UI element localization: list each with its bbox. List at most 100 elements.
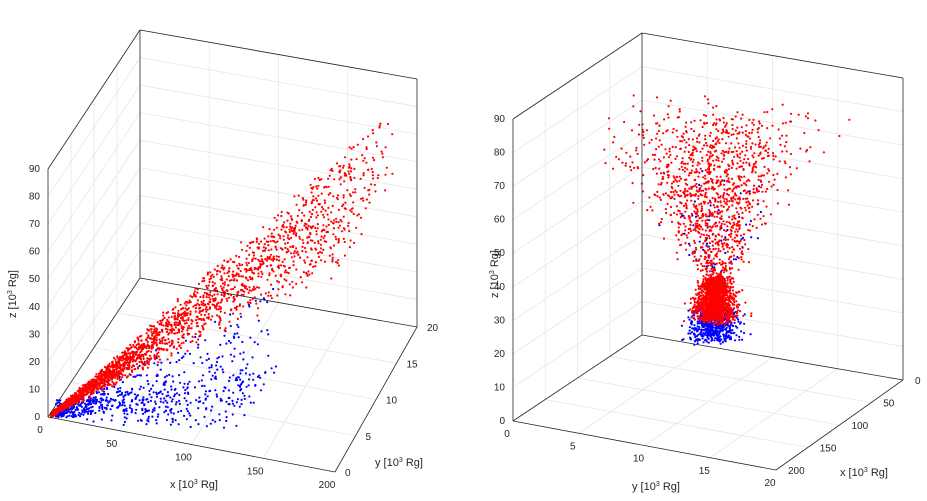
data-point: [267, 294, 270, 297]
data-point: [338, 165, 341, 168]
data-point: [355, 226, 358, 229]
data-point: [213, 282, 216, 285]
data-point: [241, 289, 244, 292]
data-point: [278, 259, 281, 262]
data-point: [162, 401, 165, 404]
data-point: [271, 235, 274, 238]
data-point: [128, 360, 131, 363]
data-point: [295, 233, 298, 236]
data-point: [739, 192, 742, 195]
data-point: [106, 367, 109, 370]
data-point: [284, 293, 287, 296]
data-point: [146, 379, 149, 383]
data-point: [692, 224, 695, 227]
data-point: [158, 338, 161, 341]
data-point: [171, 418, 174, 421]
data-point: [116, 387, 120, 390]
data-point: [266, 278, 269, 281]
data-point: [199, 295, 202, 299]
data-point: [88, 401, 91, 404]
data-point: [153, 407, 156, 410]
data-point: [673, 197, 676, 200]
data-point: [244, 372, 247, 375]
data-point: [734, 115, 737, 118]
data-point: [249, 336, 252, 339]
data-point: [304, 261, 307, 264]
data-point: [219, 326, 222, 330]
data-point: [80, 413, 83, 416]
data-point: [201, 280, 204, 283]
data-point: [204, 393, 207, 396]
data-point: [141, 347, 144, 350]
data-point: [164, 405, 167, 408]
data-point: [741, 289, 744, 292]
data-point: [191, 296, 194, 299]
data-point: [146, 362, 149, 365]
data-point: [170, 352, 173, 355]
data-point: [184, 388, 187, 392]
data-point: [65, 402, 68, 405]
data-point: [167, 413, 170, 416]
data-point: [328, 254, 331, 257]
data-point: [699, 235, 702, 238]
data-point: [330, 220, 333, 223]
left-z-tick-label: 40: [29, 302, 41, 313]
data-point: [701, 337, 704, 340]
data-point: [759, 210, 763, 214]
data-point: [130, 407, 133, 410]
data-point: [121, 376, 124, 379]
data-point: [156, 347, 159, 351]
data-point: [693, 200, 697, 203]
data-point: [215, 360, 219, 364]
data-point: [197, 343, 200, 346]
data-point: [152, 325, 155, 328]
data-point: [209, 298, 212, 301]
data-point: [245, 285, 248, 288]
data-point: [169, 409, 172, 412]
data-point: [123, 420, 126, 424]
data-point: [172, 380, 175, 383]
data-point: [630, 129, 634, 132]
data-point: [739, 322, 742, 325]
data-point: [262, 226, 265, 229]
data-point: [297, 253, 300, 256]
data-point: [194, 419, 197, 422]
data-point: [180, 308, 183, 311]
data-point: [139, 385, 142, 388]
data-point: [138, 374, 141, 377]
data-point: [219, 307, 222, 311]
data-point: [146, 357, 149, 360]
data-point: [319, 251, 322, 254]
data-point: [259, 240, 263, 243]
data-point: [701, 219, 704, 222]
data-point: [222, 371, 225, 374]
data-point: [323, 216, 326, 219]
data-point: [743, 158, 746, 161]
data-point: [701, 125, 704, 129]
data-point: [249, 242, 252, 245]
data-point: [744, 209, 748, 212]
data-point: [110, 376, 113, 379]
data-point: [80, 394, 83, 397]
data-point: [366, 135, 370, 138]
data-point: [715, 326, 718, 329]
data-point: [198, 307, 201, 310]
data-point: [220, 275, 223, 278]
data-point: [120, 372, 123, 375]
data-point: [323, 186, 326, 189]
data-point: [108, 362, 111, 365]
data-point: [163, 342, 167, 345]
data-point: [735, 207, 738, 210]
data-point: [235, 254, 238, 257]
data-point: [334, 235, 337, 238]
data-point: [756, 203, 759, 206]
data-point: [211, 284, 214, 288]
data-point: [173, 316, 176, 320]
data-point: [292, 232, 295, 235]
data-point: [363, 157, 366, 160]
data-point: [218, 321, 221, 324]
data-point: [237, 275, 241, 278]
data-point: [245, 261, 248, 264]
data-point: [352, 191, 355, 194]
data-point: [172, 412, 175, 415]
